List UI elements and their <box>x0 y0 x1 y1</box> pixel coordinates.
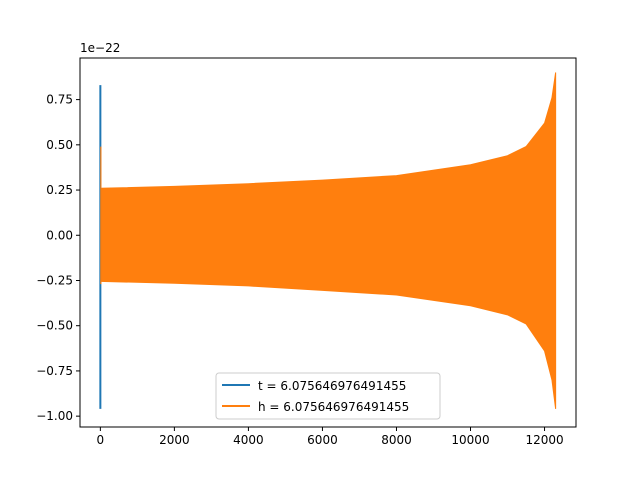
y-axis-scale-label: 1e−22 <box>80 41 120 55</box>
y-tick-label: −1.00 <box>36 409 73 423</box>
y-tick-label: −0.75 <box>36 364 73 378</box>
x-tick-label: 8000 <box>381 433 412 447</box>
y-tick-label: 0.00 <box>46 228 73 242</box>
y-tick-label: 0.25 <box>46 183 73 197</box>
legend-label-t: t = 6.075646976491455 <box>258 379 406 393</box>
y-tick-label: 0.75 <box>46 93 73 107</box>
x-tick-label: 6000 <box>307 433 338 447</box>
y-tick-label: −0.50 <box>36 319 73 333</box>
x-axis-ticks: 0 2000 4000 6000 8000 10000 12000 <box>97 427 564 447</box>
legend: t = 6.075646976491455 h = 6.075646976491… <box>215 372 441 420</box>
y-tick-label: 0.50 <box>46 138 73 152</box>
axes-frame <box>79 57 577 428</box>
y-axis-ticks: −1.00 −0.75 −0.50 −0.25 0.00 0.25 0.50 0.75 <box>36 93 80 423</box>
series-h-waveform <box>99 72 557 409</box>
x-tick-label: 0 <box>97 433 105 447</box>
y-tick-label: −0.25 <box>36 273 73 287</box>
x-tick-label: 4000 <box>233 433 264 447</box>
x-tick-label: 12000 <box>525 433 563 447</box>
legend-label-h: h = 6.075646976491455 <box>258 400 409 414</box>
legend-box <box>215 372 441 420</box>
x-tick-label: 2000 <box>159 433 190 447</box>
plot-area <box>99 72 557 409</box>
x-tick-label: 10000 <box>451 433 489 447</box>
